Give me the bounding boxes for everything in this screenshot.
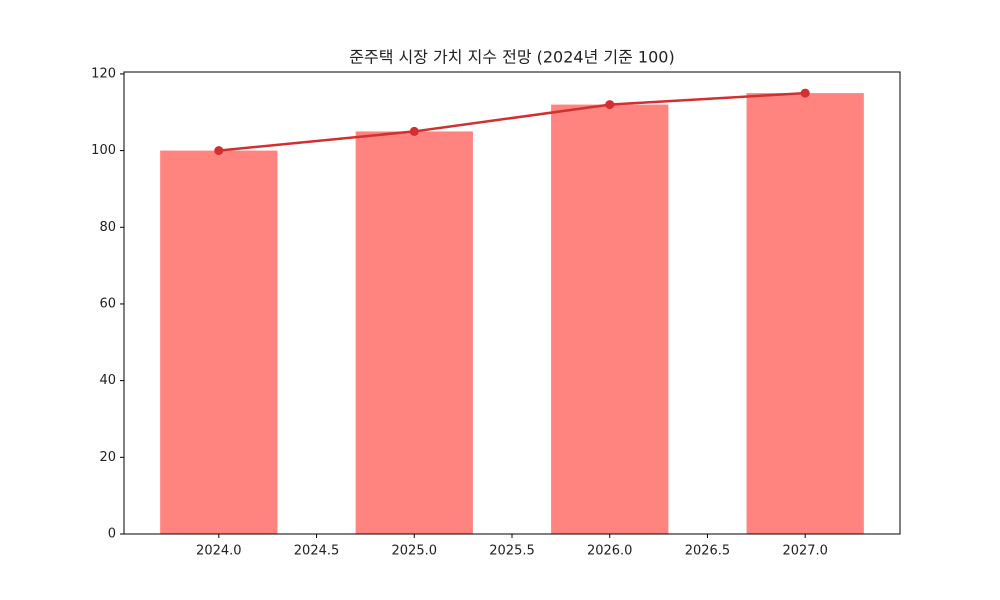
y-tick-label: 100 [91, 143, 116, 158]
line-marker [214, 146, 224, 156]
x-tick-label: 2024.5 [294, 544, 340, 559]
x-tick-label: 2026.5 [685, 544, 731, 559]
bar [160, 150, 278, 534]
bar [551, 104, 669, 535]
y-tick-label: 60 [99, 296, 116, 311]
y-tick-label: 20 [99, 450, 116, 465]
line-marker [605, 100, 615, 110]
y-tick-label: 0 [108, 527, 116, 542]
x-tick-label: 2025.0 [392, 544, 438, 559]
x-tick-label: 2024.0 [196, 544, 242, 559]
x-tick-label: 2026.0 [587, 544, 633, 559]
line-marker [800, 88, 810, 98]
line [218, 91, 806, 152]
line-marker [409, 126, 419, 136]
x-tick-label: 2025.5 [489, 544, 535, 559]
bar [746, 93, 864, 535]
y-tick-label: 40 [99, 373, 116, 388]
plot-frame [123, 71, 901, 535]
y-tick-label: 120 [91, 66, 116, 81]
x-tick-label: 2027.0 [782, 544, 828, 559]
chart-title: 준주택 시장 가치 지수 전망 (2024년 기준 100) [349, 48, 674, 67]
bar [355, 131, 473, 535]
y-tick-label: 80 [99, 220, 116, 235]
